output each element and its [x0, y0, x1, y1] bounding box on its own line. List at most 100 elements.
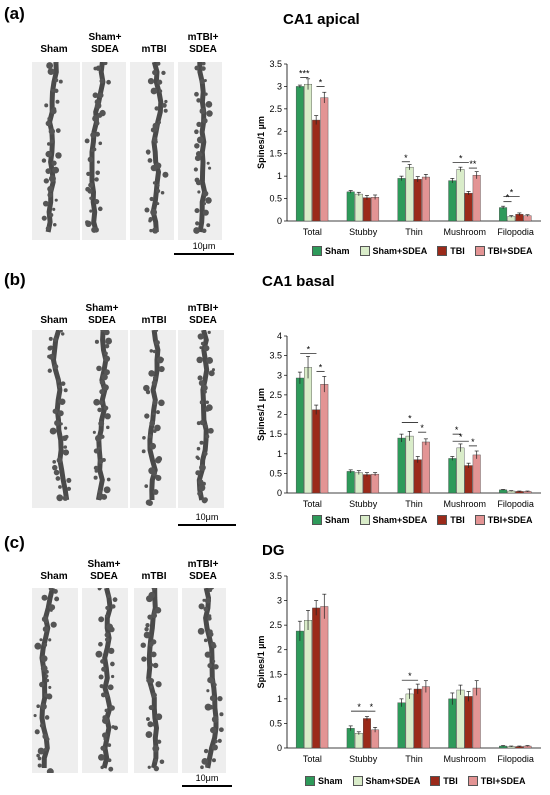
panel-title: CA1 basal [262, 273, 335, 290]
spine [196, 98, 201, 103]
spine [152, 745, 160, 753]
legend-swatch [359, 515, 370, 525]
spine [98, 400, 104, 405]
y-tick-label: 2 [277, 126, 282, 136]
legend-swatch [305, 776, 315, 786]
spine [92, 92, 99, 99]
spine [94, 131, 100, 137]
legend-label: Sham+SDEA [372, 246, 428, 256]
image-label-mtbi: mTBI [141, 315, 167, 326]
spine [152, 349, 157, 354]
spine [196, 121, 202, 128]
spine [140, 642, 146, 648]
spine [96, 365, 102, 372]
legend-item: Sham+SDEA [359, 246, 428, 256]
micrograph-mtbi [130, 330, 176, 508]
bar [413, 179, 422, 222]
y-tick-label: 0.5 [269, 194, 282, 204]
spine [154, 339, 160, 346]
legend-label: TBI [450, 246, 465, 256]
spine [209, 695, 216, 702]
spine [204, 597, 211, 604]
bar [397, 178, 406, 222]
spine [151, 692, 157, 698]
spine [59, 422, 63, 426]
spine [55, 99, 60, 104]
spine [58, 398, 66, 405]
bar [295, 377, 304, 494]
spine [57, 384, 62, 389]
spine [103, 62, 108, 66]
panel-a: (a) CA1 apical Sham Sham+ SDEA mTBI mTBI… [0, 0, 550, 265]
spine [206, 689, 210, 693]
spine [205, 197, 212, 204]
bar [456, 689, 465, 749]
spine [45, 226, 51, 231]
spine [203, 638, 208, 643]
spine [36, 704, 40, 709]
spine [86, 171, 91, 177]
bar [456, 169, 465, 222]
spine [106, 79, 111, 85]
micrograph-mtbi [134, 588, 178, 773]
spine [144, 484, 149, 488]
spine [149, 420, 156, 427]
spine [207, 427, 214, 434]
spine [145, 717, 150, 722]
spine [98, 754, 105, 761]
spine [143, 631, 151, 639]
bar [499, 207, 508, 222]
legend-item: Sham [312, 515, 350, 525]
spine [108, 766, 114, 772]
bar [362, 197, 371, 222]
spine [211, 716, 219, 723]
spine [92, 115, 100, 123]
spine [50, 621, 57, 628]
legend-swatch [474, 246, 485, 256]
legend-label: Sham+SDEA [365, 776, 421, 786]
image-label-mtbi: mTBI [141, 44, 167, 55]
spine [52, 107, 57, 112]
spine [208, 588, 213, 593]
spine [202, 497, 208, 503]
legend-swatch [312, 515, 322, 525]
spine [48, 588, 53, 591]
y-tick-label: 0 [277, 743, 282, 753]
bar [421, 176, 430, 222]
spine [110, 674, 115, 679]
bar [371, 729, 380, 749]
chart-dg: Spines/1 µm 0 0.5 1 1.5 2 2.5 3 3.5 Total Stubby Th… [256, 571, 541, 764]
bar [312, 607, 321, 749]
y-tick-label: 3.5 [269, 351, 282, 361]
y-tick-label: 3.5 [269, 571, 282, 581]
x-tick-label: Stubby [349, 227, 378, 237]
spine [99, 380, 105, 385]
legend: Sham Sham+SDEA TBI TBI+SDEA [305, 776, 526, 786]
spine [109, 705, 115, 711]
spine [94, 199, 100, 205]
spine [144, 413, 150, 419]
spine [207, 330, 211, 335]
spine [37, 763, 42, 768]
spine [148, 217, 153, 222]
spine [93, 227, 99, 233]
spine [193, 167, 198, 172]
spine [39, 723, 44, 728]
spine [44, 103, 49, 108]
x-tick-label: Mushroom [444, 227, 487, 237]
spine [93, 475, 98, 480]
y-tick-label: 0.5 [269, 468, 282, 478]
image-label-mtbi-sdea: mTBI+ SDEA [187, 559, 219, 582]
micrograph-mtbi [130, 62, 174, 240]
spine [160, 357, 164, 362]
micrograph-mtbi-sdea [178, 330, 224, 508]
bar [312, 119, 321, 222]
spine [152, 489, 159, 495]
spine [153, 588, 157, 589]
y-tick-label: 1 [277, 694, 282, 704]
spine [158, 89, 163, 93]
bar [421, 686, 430, 749]
y-tick-label: 0 [277, 216, 282, 226]
spine [52, 588, 58, 594]
spine [54, 420, 60, 426]
